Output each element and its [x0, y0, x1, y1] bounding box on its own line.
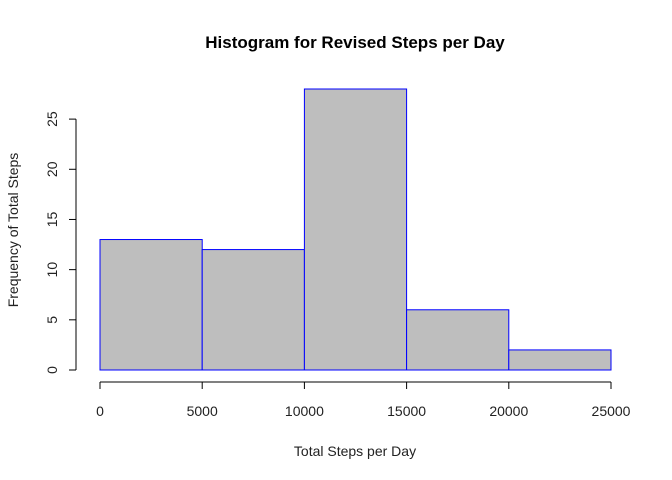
x-tick-label-0: 0 [96, 403, 104, 419]
y-tick-label-3: 15 [44, 211, 60, 227]
y-tick-label-2: 10 [44, 262, 60, 278]
x-axis: 0 5000 10000 15000 20000 25000 [96, 381, 631, 419]
x-tick-label-3: 15000 [387, 403, 426, 419]
x-tick-label-1: 5000 [187, 403, 218, 419]
y-tick-label-4: 20 [44, 161, 60, 177]
histogram-bar-4 [508, 349, 612, 371]
histogram-bar-3 [406, 309, 510, 371]
histogram-bar-1 [201, 249, 305, 371]
x-axis-label: Total Steps per Day [294, 443, 416, 459]
x-tick-label-5: 25000 [592, 403, 631, 419]
x-tick-label-2: 10000 [285, 403, 324, 419]
bars-layer [99, 88, 612, 371]
chart-title: Histogram for Revised Steps per Day [205, 33, 505, 52]
y-tick-label-1: 5 [44, 316, 60, 324]
histogram-bar-2 [303, 88, 408, 371]
y-axis-label: Frequency of Total Steps [5, 153, 21, 308]
y-tick-label-0: 0 [44, 366, 60, 374]
y-axis: 0 5 10 15 20 25 [44, 111, 77, 374]
x-tick-label-4: 20000 [489, 403, 528, 419]
histogram-bar-0 [99, 239, 203, 371]
y-tick-label-5: 25 [44, 111, 60, 127]
